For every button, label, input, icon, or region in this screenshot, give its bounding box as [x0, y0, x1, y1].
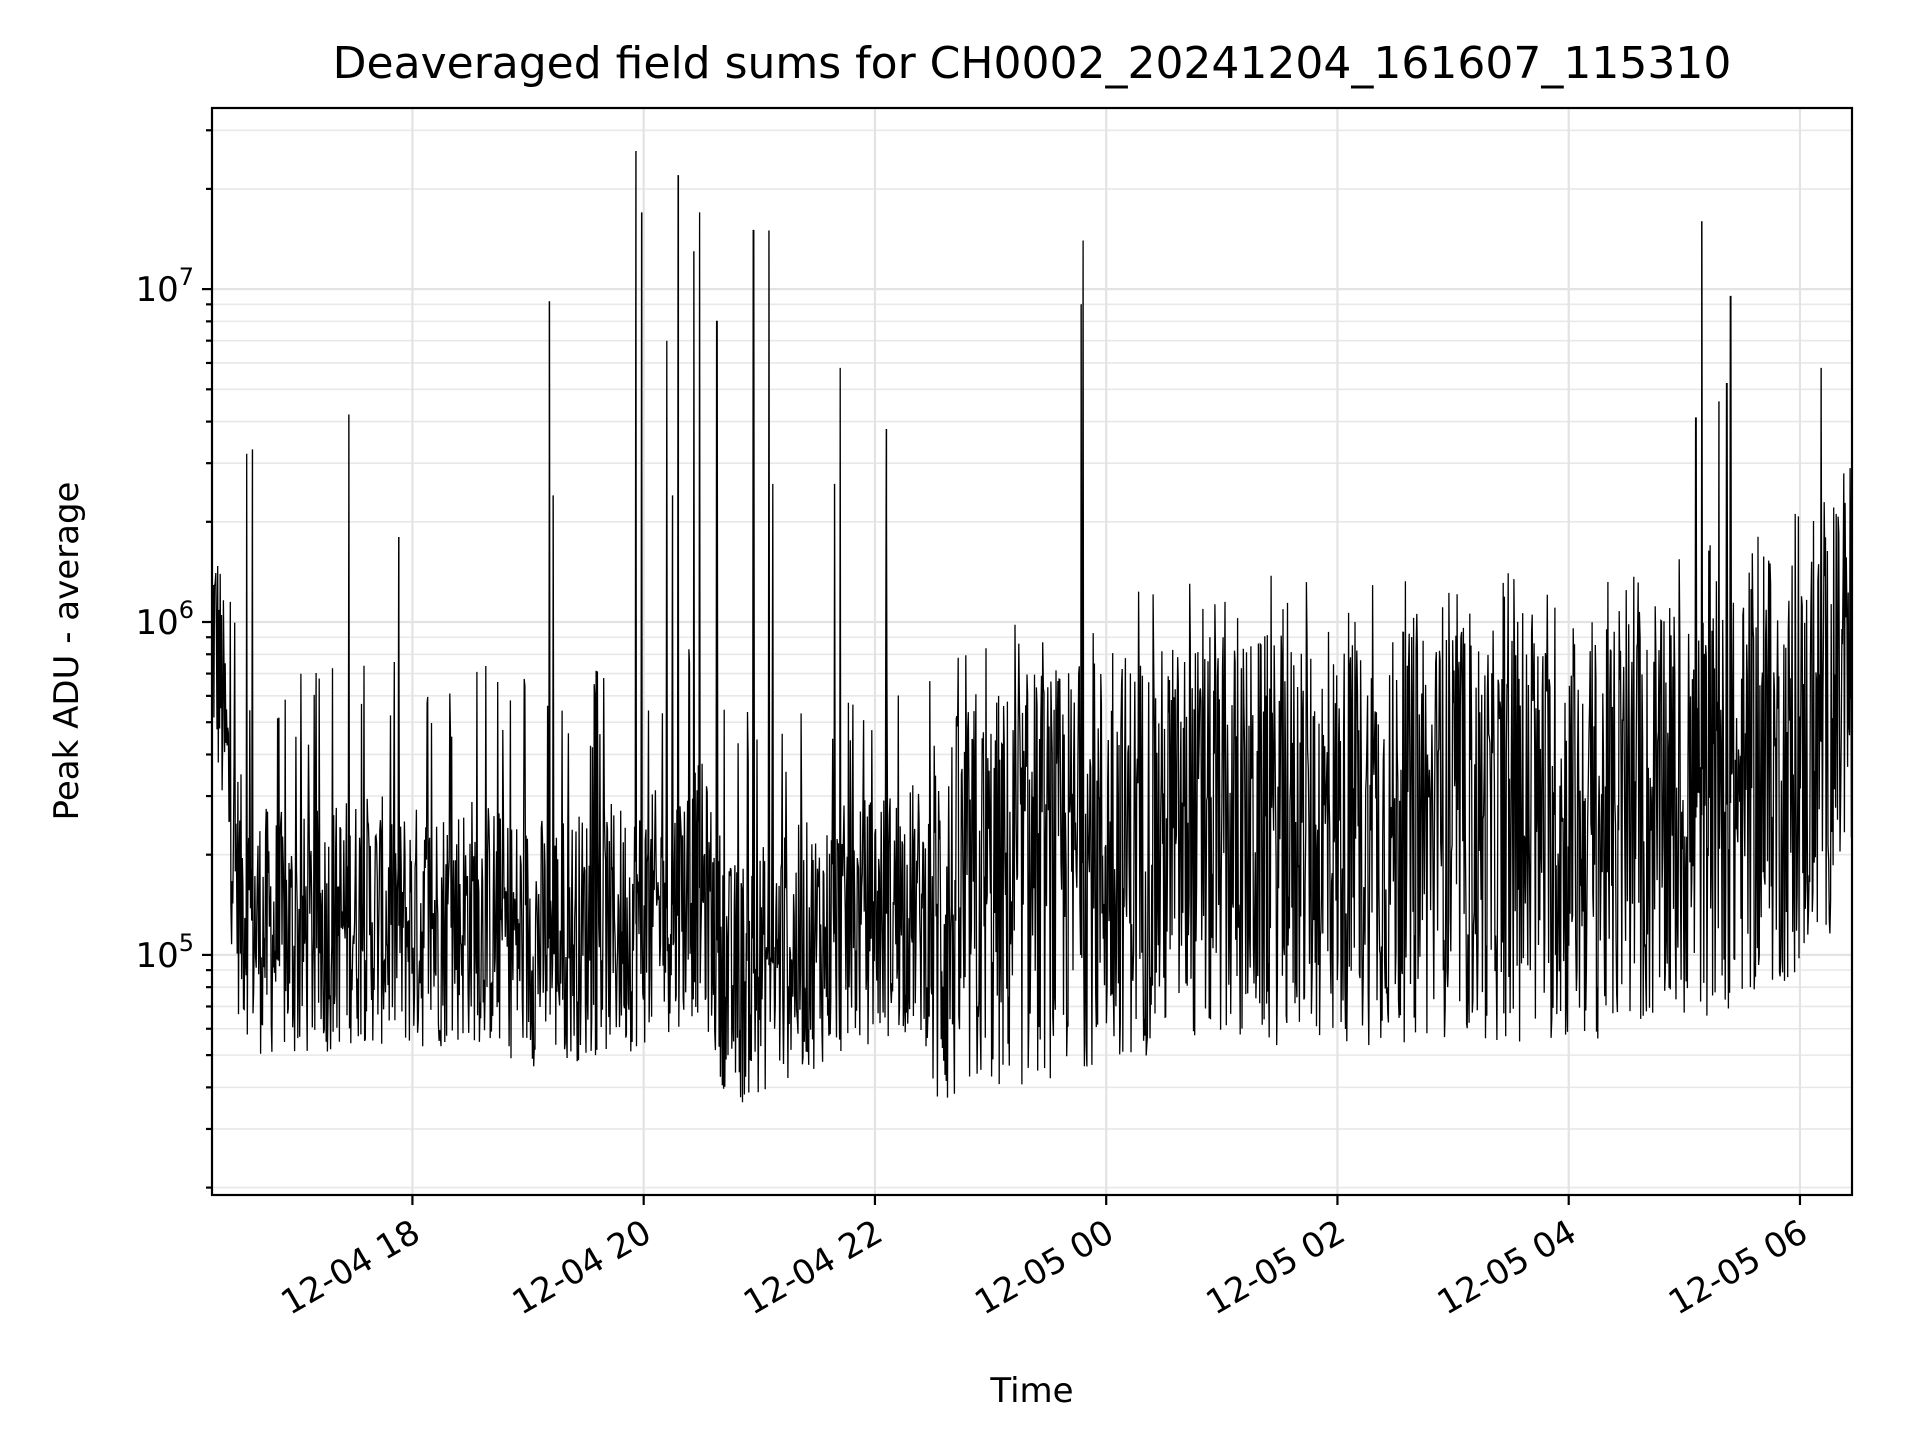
y-tick-label: 106: [135, 596, 194, 643]
plot-frame: [210, 106, 1854, 1197]
chart-title: Deaveraged field sums for CH0002_2024120…: [333, 38, 1732, 89]
y-tick-label: 105: [135, 929, 194, 976]
plot-area: [212, 150, 1852, 1103]
x-axis-label: Time: [989, 1371, 1073, 1411]
y-axis-label: Peak ADU - average: [47, 482, 87, 821]
y-tick-label: 107: [135, 263, 194, 310]
data-series-line: [212, 150, 1852, 1103]
